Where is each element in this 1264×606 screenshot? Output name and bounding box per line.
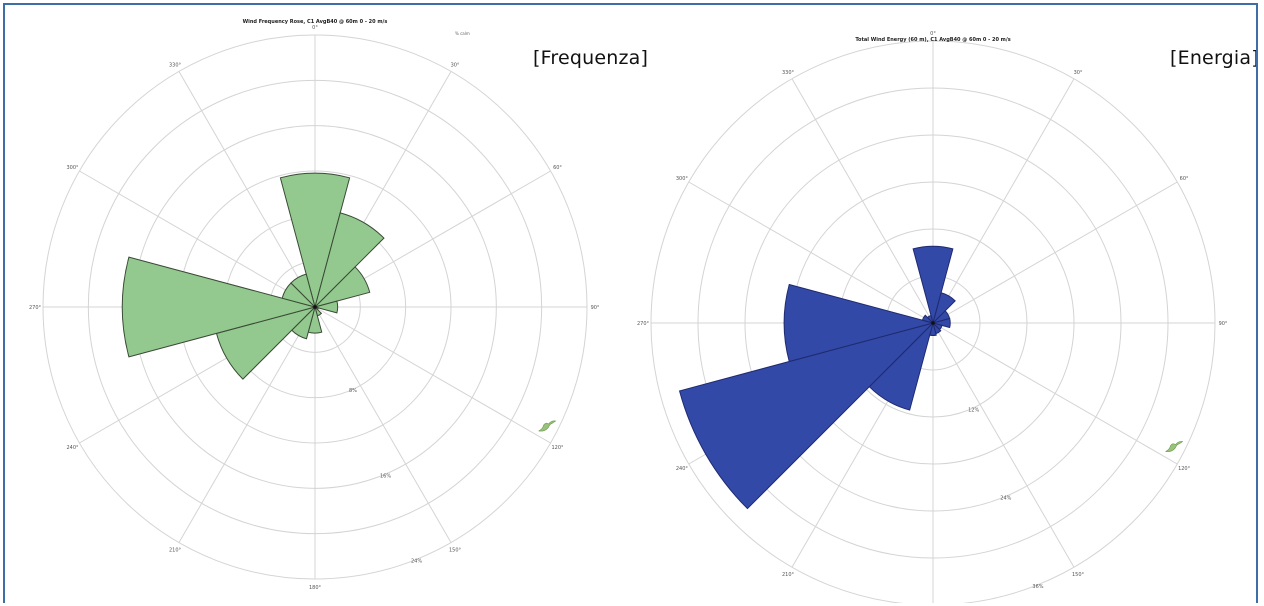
angle-label: 60° <box>1180 176 1189 182</box>
rose-center <box>931 321 935 325</box>
chart-title: Total Wind Energy (60 m), C1 AvgB40 @ 60… <box>855 37 1010 43</box>
grid-ring <box>744 134 1122 512</box>
rose-sector-240 <box>678 322 935 510</box>
angle-labels: 0° 30° 60° 90° 120° 150° 180° 210° 240° 270° 300° 3… <box>29 25 600 591</box>
angle-label: 90° <box>1219 321 1228 327</box>
rose-sector-270 <box>121 256 317 358</box>
frequency-rose-chart: 0° 30° 60° 90° 120° 150° 180° 210° 240° 270° 300° 3… <box>29 19 600 591</box>
rose-sector-300 <box>921 314 935 324</box>
angle-label: 270° <box>637 321 650 327</box>
angle-label: 210° <box>782 572 795 578</box>
angle-label: 210° <box>169 548 182 554</box>
rose-sector-330 <box>926 314 934 325</box>
angle-label: 300° <box>676 176 689 182</box>
angle-label: 240° <box>676 466 689 472</box>
ring-label: 24% <box>411 559 422 565</box>
angle-label: 300° <box>66 165 79 171</box>
energy-rose-chart: 0°30°60°90°120°150°180°210°240°270°300°3… <box>637 31 1228 603</box>
angle-label: 90° <box>591 305 600 311</box>
sectors <box>678 245 956 510</box>
chart-title: Wind Frequency Rose, C1 AvgB40 @ 60m 0 -… <box>243 19 388 25</box>
angle-label: 150° <box>1072 572 1085 578</box>
ring-label: 12% <box>968 407 979 413</box>
sectors <box>121 172 385 380</box>
angle-labels: 0°30°60°90°120°150°180°210°240°270°300°3… <box>637 31 1228 578</box>
angle-label: 0° <box>312 25 318 31</box>
ring-label: 8% <box>349 388 357 394</box>
angle-label: 30° <box>451 63 460 69</box>
rose-sector-30 <box>314 212 385 309</box>
rose-sector-90 <box>931 317 951 329</box>
angle-label: 0° <box>930 31 936 37</box>
angle-label: 120° <box>551 445 564 451</box>
rose-sector-0 <box>912 245 954 325</box>
ring-label: 24% <box>1000 496 1011 502</box>
rose-sector-0 <box>279 172 351 309</box>
ring-labels: 8% 16% 24% <box>349 388 422 564</box>
angle-label: 330° <box>782 70 795 76</box>
angle-label: 120° <box>1178 466 1191 472</box>
calm-note: % calm <box>455 31 470 36</box>
angle-label: 150° <box>449 548 462 554</box>
rose-sector-90 <box>313 300 339 314</box>
energy-tag: [Energia] <box>1170 47 1258 69</box>
angle-label: 330° <box>169 63 182 69</box>
ring-label: 36% <box>1032 584 1043 590</box>
rose-sector-30 <box>932 292 956 325</box>
figure-frame: 0° 30° 60° 90° 120° 150° 180° 210° 240° 270° 300° 3… <box>3 3 1258 603</box>
logo-mark <box>1165 441 1184 452</box>
ring-label: 16% <box>380 473 391 479</box>
rose-sector-330 <box>290 273 316 309</box>
angle-label: 30° <box>1074 70 1083 76</box>
angle-label: 180° <box>309 585 322 591</box>
angle-label: 270° <box>29 305 42 311</box>
ring-labels: 12% 24% 36% <box>968 407 1044 590</box>
grid-ring <box>650 40 1216 603</box>
rose-center <box>313 305 317 309</box>
rose-sector-60 <box>313 266 371 308</box>
frequency-tag: [Frequenza] <box>533 47 649 69</box>
rose-sector-270 <box>783 283 935 363</box>
angle-label: 240° <box>66 445 79 451</box>
grid-ring <box>87 79 543 535</box>
angle-label: 60° <box>553 165 562 171</box>
grid-ring <box>42 34 588 580</box>
logo-mark <box>538 420 557 432</box>
grid-ring <box>697 87 1169 559</box>
